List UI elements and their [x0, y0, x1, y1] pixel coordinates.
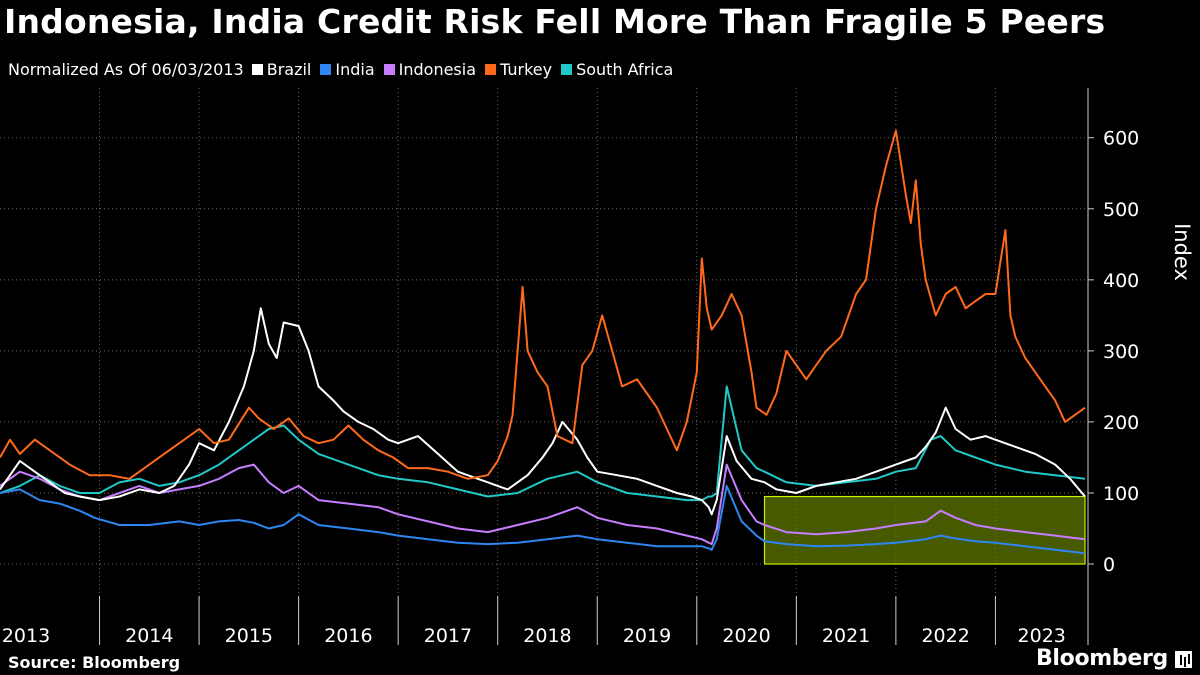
x-tick-label: 2023	[1018, 625, 1066, 647]
legend-label-south-africa: South Africa	[576, 60, 674, 79]
x-tick-label: 2015	[225, 625, 273, 647]
series-line-indonesia	[0, 463, 1086, 546]
legend-item-turkey: Turkey	[485, 60, 552, 79]
x-tick-label: 2017	[424, 625, 472, 647]
legend-item-indonesia: Indonesia	[383, 60, 477, 79]
series-line-india	[0, 484, 1086, 555]
legend: Normalized As Of 06/03/2013 Brazil India…	[8, 60, 682, 79]
bloomberg-chart-icon	[1175, 651, 1192, 668]
chart-title: Indonesia, India Credit Risk Fell More T…	[4, 2, 1106, 41]
y-tick-label: 200	[1103, 412, 1139, 434]
y-tick-label: 600	[1103, 128, 1139, 150]
x-tick-label: 2013	[2, 625, 50, 647]
legend-label-indonesia: Indonesia	[398, 60, 477, 79]
chart-subtitle: Normalized As Of 06/03/2013	[8, 60, 244, 79]
legend-swatch-turkey	[485, 64, 497, 75]
x-tick-label: 2022	[921, 625, 969, 647]
legend-label-brazil: Brazil	[266, 60, 312, 79]
y-tick-label: 500	[1103, 199, 1139, 221]
x-tick-label: 2018	[523, 625, 571, 647]
legend-item-india: India	[320, 60, 375, 79]
y-tick-label: 300	[1103, 341, 1139, 363]
series-line-turkey	[0, 129, 1086, 480]
x-tick-label: 2019	[623, 625, 671, 647]
legend-label-india: India	[335, 60, 375, 79]
x-tick-label: 2020	[722, 625, 770, 647]
legend-label-turkey: Turkey	[500, 60, 553, 79]
legend-item-south-africa: South Africa	[561, 60, 673, 79]
highlight-box	[763, 495, 1086, 565]
series-line-brazil	[0, 307, 1086, 516]
y-tick-label: 0	[1103, 554, 1115, 576]
y-axis-title: Index	[1170, 223, 1194, 281]
source-note: Source: Bloomberg	[8, 653, 181, 672]
x-tick-label: 2014	[125, 625, 173, 647]
legend-swatch-india	[320, 64, 332, 75]
legend-swatch-south-africa	[561, 64, 573, 75]
legend-swatch-brazil	[251, 64, 263, 75]
x-tick-label: 2016	[324, 625, 372, 647]
x-tick-label: 2021	[822, 625, 870, 647]
legend-item-brazil: Brazil	[251, 60, 312, 79]
brand-logo-text: Bloomberg	[1035, 646, 1168, 671]
legend-swatch-indonesia	[383, 64, 395, 75]
y-tick-label: 400	[1103, 270, 1139, 292]
y-tick-label: 100	[1103, 483, 1139, 505]
series-line-south-africa	[0, 385, 1086, 502]
